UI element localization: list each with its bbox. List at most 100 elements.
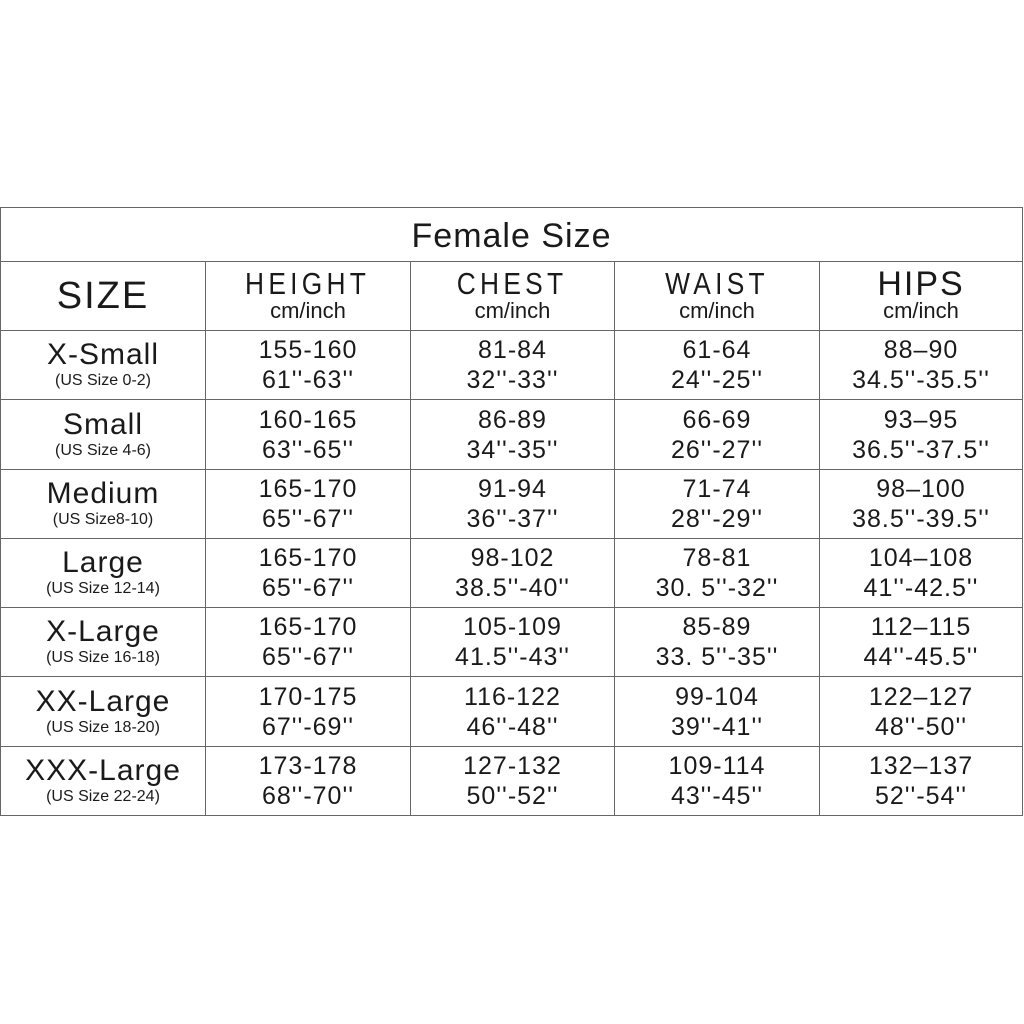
waist-cell: 66-69 26''-27''	[615, 400, 820, 470]
size-cell: Large (US Size 12-14)	[1, 539, 206, 608]
waist-inch: 28''-29''	[670, 505, 764, 533]
hips-inch: 38.5''-39.5''	[852, 505, 990, 533]
hips-cell: 112–115 44''-45.5''	[820, 608, 1022, 677]
us-size: (US Size8-10)	[52, 511, 154, 528]
chest-cell: 116-122 46''-48''	[411, 677, 615, 747]
header-size: SIZE	[1, 262, 206, 331]
height-cell: 165-170 65''-67''	[206, 608, 411, 677]
hips-inch: 52''-54''	[874, 782, 968, 810]
waist-cm: 71-74	[682, 475, 752, 503]
chest-cell: 91-94 36''-37''	[411, 470, 615, 539]
size-name: XXX-Large	[25, 754, 181, 787]
height-inch: 63''-65''	[261, 435, 355, 464]
height-cm: 165-170	[258, 475, 358, 503]
chest-cm: 81-84	[478, 336, 547, 364]
waist-inch: 39''-41''	[670, 712, 764, 741]
header-label: HIPS	[877, 265, 965, 303]
size-name: Small	[62, 407, 143, 441]
size-name: X-Large	[46, 615, 160, 648]
size-cell: Small (US Size 4-6)	[1, 400, 206, 470]
header-label: WAIST	[665, 266, 769, 301]
size-cell: X-Small (US Size 0-2)	[1, 331, 206, 400]
chest-cell: 127-132 50''-52''	[411, 747, 615, 815]
chest-inch: 32''-33''	[466, 366, 559, 394]
waist-cm: 66-69	[682, 405, 752, 434]
hips-cell: 93–95 36.5''-37.5''	[820, 400, 1022, 470]
height-cell: 170-175 67''-69''	[206, 677, 411, 747]
us-size: (US Size 18-20)	[46, 718, 160, 736]
height-cell: 155-160 61''-63''	[206, 331, 411, 400]
waist-cm: 78-81	[682, 544, 752, 572]
header-label: HEIGHT	[245, 266, 371, 301]
header-waist: WAIST cm/inch	[615, 262, 820, 331]
hips-cm: 122–127	[868, 682, 974, 711]
waist-inch: 24''-25''	[670, 366, 764, 394]
size-cell: Medium (US Size8-10)	[1, 470, 206, 539]
size-chart-table: Female Size SIZE HEIGHT cm/inch CHEST cm…	[0, 207, 1023, 816]
hips-cell: 104–108 41''-42.5''	[820, 539, 1022, 608]
hips-cell: 98–100 38.5''-39.5''	[820, 470, 1022, 539]
header-unit: cm/inch	[270, 298, 346, 323]
hips-cm: 98–100	[876, 475, 966, 503]
header-hips: HIPS cm/inch	[820, 262, 1022, 331]
height-cm: 170-175	[258, 682, 358, 711]
waist-cm: 99-104	[675, 682, 759, 711]
hips-cell: 88–90 34.5''-35.5''	[820, 331, 1022, 400]
height-cell: 160-165 63''-65''	[206, 400, 411, 470]
us-size: (US Size 22-24)	[46, 788, 160, 805]
hips-inch: 48''-50''	[874, 712, 968, 741]
hips-cm: 104–108	[868, 544, 974, 572]
waist-inch: 30. 5''-32''	[655, 574, 779, 602]
chest-inch: 38.5''-40''	[455, 574, 570, 602]
size-cell: XXX-Large (US Size 22-24)	[1, 747, 206, 815]
header-height: HEIGHT cm/inch	[206, 262, 411, 331]
chest-inch: 36''-37''	[466, 505, 559, 533]
us-size: (US Size 0-2)	[54, 372, 152, 389]
height-cm: 165-170	[258, 544, 358, 572]
waist-inch: 43''-45''	[670, 782, 764, 810]
height-inch: 68''-70''	[261, 782, 355, 810]
waist-inch: 26''-27''	[670, 435, 764, 464]
chest-cm: 127-132	[463, 752, 562, 780]
hips-cell: 122–127 48''-50''	[820, 677, 1022, 747]
chest-cell: 86-89 34''-35''	[411, 400, 615, 470]
size-cell: XX-Large (US Size 18-20)	[1, 677, 206, 747]
size-cell: X-Large (US Size 16-18)	[1, 608, 206, 677]
chest-inch: 46''-48''	[466, 712, 559, 741]
waist-cell: 109-114 43''-45''	[615, 747, 820, 815]
waist-cell: 85-89 33. 5''-35''	[615, 608, 820, 677]
hips-inch: 36.5''-37.5''	[852, 435, 990, 464]
height-cm: 160-165	[258, 405, 358, 434]
height-cm: 173-178	[258, 752, 358, 780]
height-cell: 165-170 65''-67''	[206, 470, 411, 539]
waist-cm: 61-64	[682, 336, 752, 364]
waist-cm: 109-114	[668, 752, 766, 780]
height-inch: 65''-67''	[261, 505, 355, 533]
chest-cell: 81-84 32''-33''	[411, 331, 615, 400]
chest-inch: 34''-35''	[466, 435, 559, 464]
chest-cm: 98-102	[470, 544, 555, 572]
chest-cm: 116-122	[464, 682, 561, 711]
height-inch: 61''-63''	[261, 366, 355, 394]
hips-cm: 132–137	[868, 752, 974, 780]
us-size: (US Size 12-14)	[46, 580, 160, 597]
size-name: XX-Large	[35, 684, 171, 718]
height-cm: 155-160	[258, 336, 358, 364]
waist-cm: 85-89	[682, 613, 752, 641]
header-label: CHEST	[457, 266, 568, 301]
hips-cm: 112–115	[870, 613, 972, 641]
chest-cm: 86-89	[478, 405, 547, 434]
hips-cm: 88–90	[883, 336, 959, 364]
us-size: (US Size 16-18)	[46, 649, 160, 666]
hips-inch: 44''-45.5''	[863, 643, 979, 671]
chest-cm: 91-94	[478, 475, 547, 503]
waist-cell: 71-74 28''-29''	[615, 470, 820, 539]
height-cell: 173-178 68''-70''	[206, 747, 411, 815]
hips-inch: 41''-42.5''	[863, 574, 979, 602]
header-unit: cm/inch	[474, 298, 551, 323]
size-name: Medium	[46, 477, 160, 510]
chest-cell: 98-102 38.5''-40''	[411, 539, 615, 608]
waist-cell: 78-81 30. 5''-32''	[615, 539, 820, 608]
waist-cell: 99-104 39''-41''	[615, 677, 820, 747]
chest-cell: 105-109 41.5''-43''	[411, 608, 615, 677]
